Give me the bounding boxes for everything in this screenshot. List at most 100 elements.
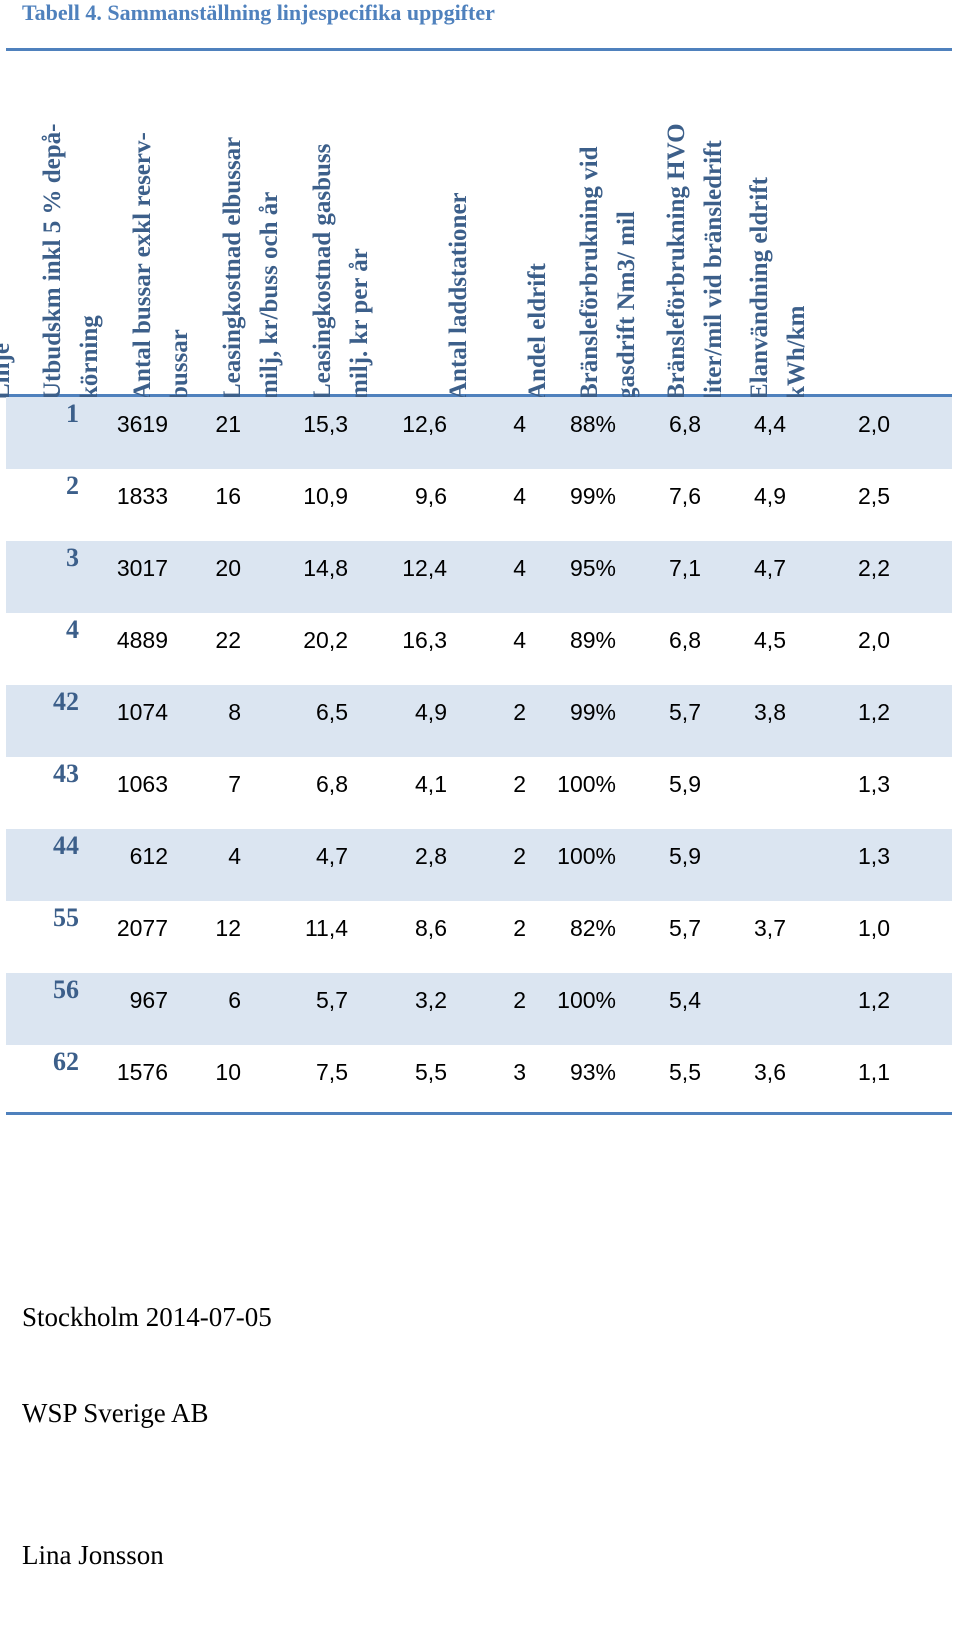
cell-c3: 8,6 <box>415 915 447 941</box>
table-row <box>6 973 952 1045</box>
col-header-label-c7: Bränsleförbrukning HVO liter/mil vid brän… <box>663 123 727 400</box>
cell-c5: 100% <box>557 771 616 797</box>
cell-c4: 2 <box>513 771 526 797</box>
cell-c6: 5,4 <box>669 987 701 1013</box>
cell-c4: 3 <box>513 1059 526 1085</box>
cell-c1: 8 <box>228 699 241 725</box>
cell-c4: 4 <box>513 555 526 581</box>
row-linje: 43 <box>53 759 79 788</box>
author-name: Lina Jonsson <box>22 1540 164 1570</box>
cell-c0: 3619 <box>116 411 168 437</box>
cell-c2: 20,2 <box>303 627 348 653</box>
cell-c3: 12,4 <box>402 555 447 581</box>
col-header-label-c8: Elanvändning eldrift kWh/km <box>746 177 810 400</box>
cell-c7: 4,9 <box>754 483 786 509</box>
cell-c6: 5,9 <box>669 843 701 869</box>
cell-c0: 1074 <box>116 699 168 725</box>
table-bottom-rule <box>6 1112 952 1115</box>
cell-c4: 4 <box>513 411 526 437</box>
cell-c4: 4 <box>513 483 526 509</box>
col-header-label-c4: Antal laddstationer <box>445 192 472 400</box>
cell-c0: 2077 <box>116 915 168 941</box>
cell-c2: 6,5 <box>316 699 348 725</box>
cell-c1: 4 <box>228 843 241 869</box>
cell-c2: 11,4 <box>304 915 348 941</box>
table-row <box>6 541 952 613</box>
cell-c3: 12,6 <box>402 411 447 437</box>
cell-c8: 1,2 <box>858 987 890 1013</box>
cell-c6: 5,7 <box>669 699 701 725</box>
cell-c3: 9,6 <box>415 483 447 509</box>
cell-c4: 2 <box>513 987 526 1013</box>
col-header-label-c1: Antal bussar exkl reserv-bussar <box>129 132 193 400</box>
cell-c1: 7 <box>228 771 241 797</box>
row-linje: 4 <box>66 615 79 644</box>
cell-c8: 2,0 <box>858 627 890 653</box>
cell-c8: 2,2 <box>858 555 890 581</box>
cell-c1: 16 <box>215 483 241 509</box>
col-header-label-c5: Andel eldrift <box>524 263 551 400</box>
cell-c4: 2 <box>513 843 526 869</box>
cell-c3: 5,5 <box>415 1059 447 1085</box>
cell-c5: 99% <box>569 699 616 725</box>
cell-c7: 3,7 <box>754 915 786 941</box>
cell-c2: 6,8 <box>316 771 348 797</box>
cell-c1: 12 <box>215 915 241 941</box>
cell-c2: 4,7 <box>316 843 348 869</box>
row-linje: 3 <box>66 543 79 572</box>
cell-c5: 82% <box>569 915 616 941</box>
cell-c8: 2,0 <box>858 411 890 437</box>
row-linje: 44 <box>53 831 79 860</box>
cell-c5: 100% <box>557 987 616 1013</box>
cell-c8: 2,5 <box>858 483 890 509</box>
col-header-label-c0: Utbudskm inkl 5 % depå-körning <box>39 123 103 400</box>
cell-c1: 6 <box>228 987 241 1013</box>
cell-c4: 2 <box>513 699 526 725</box>
table-top-rule <box>6 48 952 51</box>
header-bottom-rule <box>6 394 952 397</box>
cell-c7: 3,8 <box>754 699 786 725</box>
cell-c6: 7,1 <box>669 555 701 581</box>
cell-c2: 14,8 <box>303 555 348 581</box>
row-linje: 42 <box>53 687 79 716</box>
cell-c5: 88% <box>569 411 616 437</box>
cell-c0: 612 <box>129 843 168 869</box>
cell-c0: 4889 <box>116 627 168 653</box>
cell-c7: 4,7 <box>754 555 786 581</box>
cell-c5: 100% <box>557 843 616 869</box>
cell-c5: 89% <box>569 627 616 653</box>
cell-c8: 1,3 <box>858 771 890 797</box>
row-linje: 62 <box>53 1047 79 1076</box>
cell-c2: 5,7 <box>316 987 348 1013</box>
cell-c6: 5,5 <box>669 1059 701 1085</box>
cell-c5: 95% <box>569 555 616 581</box>
table-row <box>6 397 952 469</box>
cell-c7: 4,5 <box>754 627 786 653</box>
company-name: WSP Sverige AB <box>22 1398 209 1428</box>
col-header-label-linje: Linje <box>0 343 15 400</box>
cell-c4: 4 <box>513 627 526 653</box>
row-linje: 1 <box>66 399 79 428</box>
cell-c3: 3,2 <box>415 987 447 1013</box>
cell-c4: 2 <box>513 915 526 941</box>
row-linje: 56 <box>53 975 79 1004</box>
row-linje: 55 <box>53 903 79 932</box>
cell-c1: 20 <box>215 555 241 581</box>
cell-c0: 1063 <box>116 771 168 797</box>
cell-c6: 5,7 <box>669 915 701 941</box>
cell-c8: 1,1 <box>858 1059 890 1085</box>
cell-c8: 1,3 <box>858 843 890 869</box>
cell-c1: 22 <box>215 627 241 653</box>
cell-c6: 7,6 <box>669 483 701 509</box>
table-caption: Tabell 4. Sammanställning linjespecifika… <box>22 0 495 25</box>
cell-c6: 6,8 <box>669 411 701 437</box>
table-row <box>6 829 952 901</box>
cell-c6: 6,8 <box>669 627 701 653</box>
cell-c2: 10,9 <box>303 483 348 509</box>
cell-c0: 3017 <box>116 555 168 581</box>
cell-c7: 4,4 <box>754 411 786 437</box>
cell-c3: 16,3 <box>402 627 447 653</box>
cell-c1: 10 <box>215 1059 241 1085</box>
cell-c0: 967 <box>129 987 168 1013</box>
row-linje: 2 <box>66 471 79 500</box>
